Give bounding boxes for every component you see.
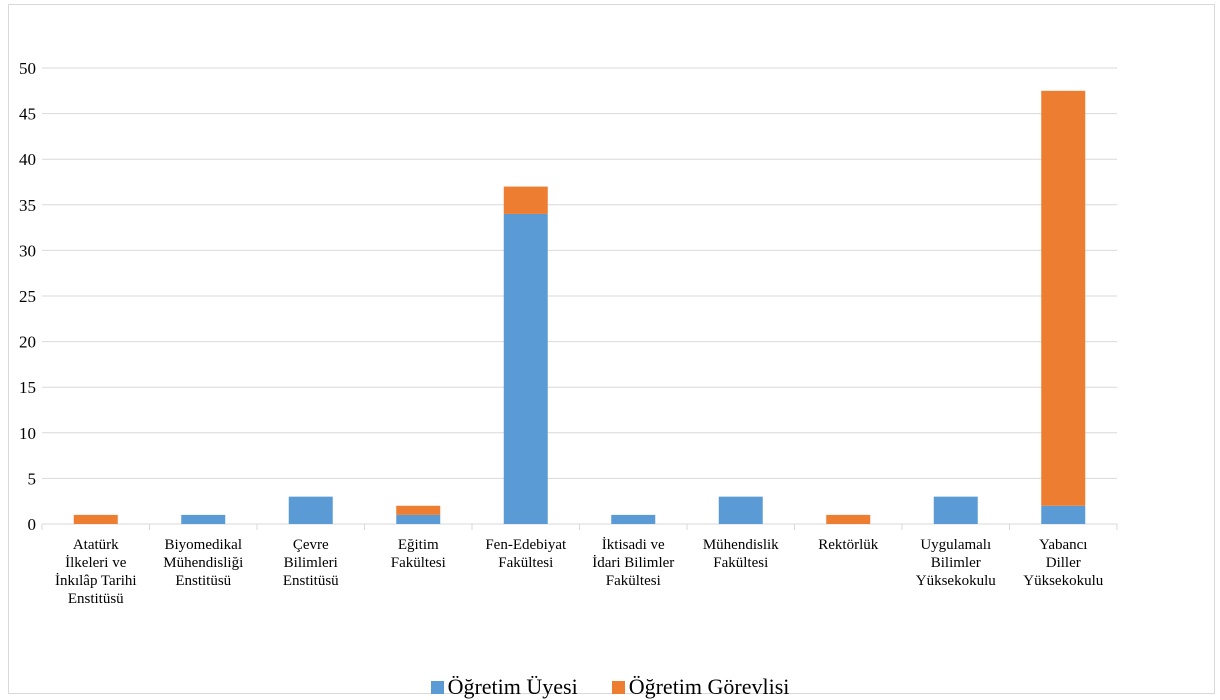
bar-ogretim-uyesi <box>288 496 333 524</box>
y-tick-label: 40 <box>19 150 36 169</box>
bar-ogretim-uyesi <box>396 514 441 524</box>
x-category-label-line: Fen-Edebiyat <box>485 537 567 553</box>
chart-frame <box>8 4 1215 694</box>
legend: Öğretim Üyesi Öğretim Görevlisi <box>0 674 1220 700</box>
y-tick-label: 35 <box>19 196 36 215</box>
y-tick-label: 45 <box>19 105 36 124</box>
x-category-label-line: İktisadi ve <box>602 537 665 553</box>
x-category-label-line: Uygulamalı <box>920 537 991 553</box>
legend-swatch-ogretim-uyesi <box>430 680 444 694</box>
x-category-label: Fen-Edebiyat Fakültesi <box>485 537 567 571</box>
x-category-label-line: Enstitüsü <box>68 591 124 607</box>
x-category-label-line: Fakültesi <box>498 555 553 571</box>
x-category-label-line: Çevre <box>293 537 329 553</box>
y-tick-label: 5 <box>28 469 37 488</box>
y-tick-label: 50 <box>19 59 36 78</box>
y-tick-label: 25 <box>19 287 36 306</box>
x-category-label-line: İdari Bilimler <box>592 555 674 571</box>
x-category-label-line: Mühendislik <box>703 537 779 553</box>
legend-item-ogretim-uyesi: Öğretim Üyesi <box>430 674 578 700</box>
x-category-label-line: Biyomedikal <box>165 537 243 553</box>
x-category-label-line: Enstitüsü <box>175 573 231 589</box>
bar-ogretim-gorevlisi <box>396 505 441 515</box>
legend-item-ogretim-gorevlisi: Öğretim Görevlisi <box>611 674 790 700</box>
legend-label-ogretim-gorevlisi: Öğretim Görevlisi <box>628 674 790 699</box>
bar-ogretim-uyesi <box>718 496 763 524</box>
y-tick-label: 10 <box>19 424 36 443</box>
x-category-label-line: Eğitim <box>398 537 439 553</box>
bar-ogretim-uyesi <box>933 496 978 524</box>
x-category-label-line: Mühendisliği <box>163 555 243 571</box>
x-category-label: Uygulamalı Bilimler Yüksekokulu <box>916 537 996 589</box>
x-category-label: İktisadi ve İdari Bilimler Fakültesi <box>592 537 674 589</box>
bar-ogretim-uyesi <box>181 514 226 524</box>
x-category-label-line: Yüksekokulu <box>916 573 996 589</box>
x-category-label-line: Yabancı <box>1039 537 1087 553</box>
x-category-label: Eğitim Fakültesi <box>391 537 446 571</box>
x-category-label: Yabancı Diller Yüksekokulu <box>1023 537 1103 589</box>
x-category-label-line: Fakültesi <box>713 555 768 571</box>
x-category-label-line: Enstitüsü <box>283 573 339 589</box>
bar-ogretim-gorevlisi <box>503 186 548 214</box>
y-tick-label: 15 <box>19 378 36 397</box>
y-tick-label: 0 <box>28 515 37 534</box>
bar-ogretim-gorevlisi <box>826 514 871 524</box>
bar-ogretim-gorevlisi <box>1041 90 1086 506</box>
x-category-label-line: Bilimleri <box>284 555 338 571</box>
x-category-label-line: İnkılâp Tarihi <box>55 573 137 589</box>
y-tick-label: 30 <box>19 241 36 260</box>
x-category-label-line: Bilimler <box>931 555 981 571</box>
x-category-label: Çevre Bilimleri Enstitüsü <box>283 537 339 589</box>
x-category-label-line: Fakültesi <box>391 555 446 571</box>
bar-ogretim-uyesi <box>503 213 548 525</box>
bar-ogretim-uyesi <box>611 514 656 524</box>
x-category-label-line: Yüksekokulu <box>1023 573 1103 589</box>
bar-ogretim-gorevlisi <box>73 514 118 524</box>
x-category-label: Biyomedikal Mühendisliği Enstitüsü <box>163 537 243 589</box>
bar-ogretim-uyesi <box>1041 505 1086 524</box>
x-category-label-line: Fakültesi <box>606 573 661 589</box>
x-category-label: Rektörlük <box>818 537 878 553</box>
x-category-label: Atatürk İlkeleri ve İnkılâp Tarihi Enstitüs… <box>55 537 137 607</box>
x-category-label-line: Diller <box>1046 555 1081 571</box>
legend-label-ogretim-uyesi: Öğretim Üyesi <box>447 674 578 699</box>
x-category-label: Mühendislik Fakültesi <box>703 537 779 571</box>
y-tick-label: 20 <box>19 333 36 352</box>
x-category-label-line: Atatürk <box>73 537 119 553</box>
x-category-label-line: İlkeleri ve <box>65 555 127 571</box>
x-category-label-line: Rektörlük <box>818 537 878 553</box>
legend-swatch-ogretim-gorevlisi <box>611 680 625 694</box>
